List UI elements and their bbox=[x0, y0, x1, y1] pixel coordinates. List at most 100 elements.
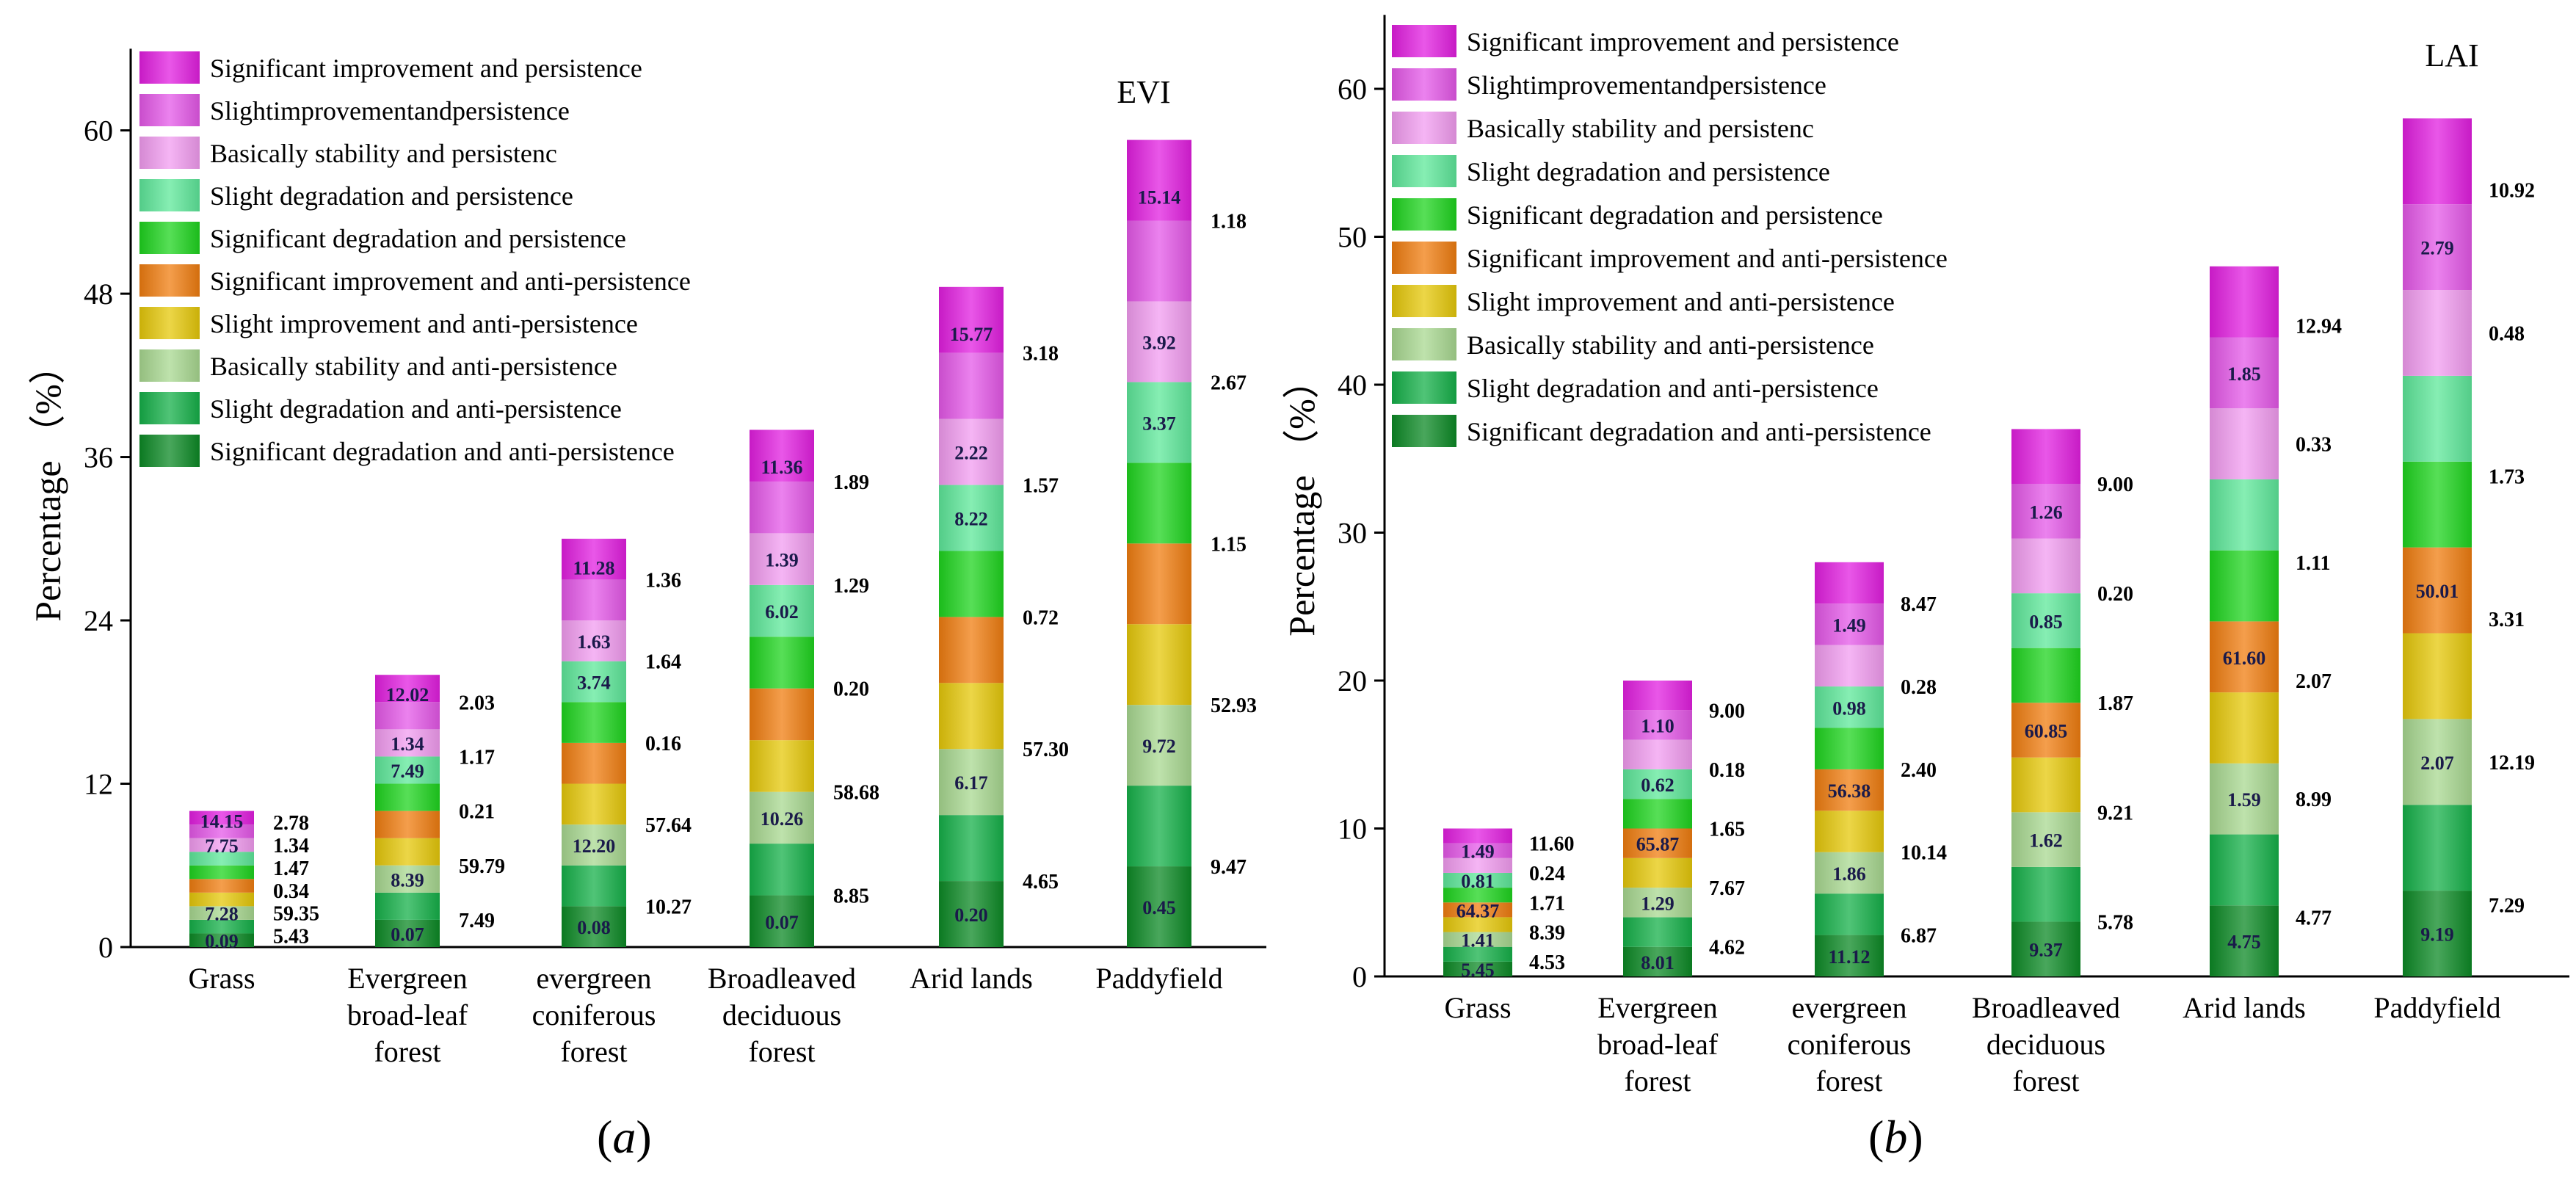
bar-segment bbox=[750, 688, 814, 741]
legend-swatch bbox=[1392, 198, 1456, 231]
bar-inside-label: 1.34 bbox=[391, 733, 424, 755]
bar-segment bbox=[2403, 290, 2472, 376]
bar-outside-label: 9.21 bbox=[2097, 802, 2133, 824]
bar-outside-label: 3.31 bbox=[2489, 609, 2525, 631]
legend-swatch bbox=[1392, 371, 1456, 404]
legend-label: Significant degradation and anti-persist… bbox=[1467, 417, 1931, 446]
bar-outside-label: 0.21 bbox=[459, 801, 495, 824]
bar-outside-label: 52.93 bbox=[1211, 695, 1257, 717]
bar-segment bbox=[939, 418, 1004, 485]
bar-segment bbox=[939, 286, 1004, 353]
bar-inside-label: 1.59 bbox=[2227, 789, 2261, 811]
legend-label: Slight degradation and persistence bbox=[210, 181, 573, 211]
bar-inside-label: 10.26 bbox=[761, 808, 804, 830]
bar-outside-label: 1.89 bbox=[833, 471, 869, 494]
bar-segment bbox=[562, 824, 626, 866]
bar-inside-label: 7.75 bbox=[205, 835, 239, 857]
bar-segment bbox=[1443, 917, 1512, 932]
x-category-label: Broadleaved bbox=[1972, 991, 2120, 1024]
bar-segment bbox=[939, 551, 1004, 617]
bar-segment bbox=[939, 881, 1004, 947]
bar-segment bbox=[2403, 461, 2472, 548]
legend-swatch bbox=[1392, 415, 1456, 447]
x-category-label: forest bbox=[560, 1035, 627, 1068]
y-tick-label: 60 bbox=[1338, 73, 1367, 106]
bar-outside-label: 4.53 bbox=[1529, 951, 1565, 974]
bar-inside-label: 1.63 bbox=[577, 631, 611, 653]
bar-outside-label: 7.49 bbox=[459, 910, 495, 932]
bar-outside-label: 4.65 bbox=[1023, 871, 1059, 893]
bar-outside-label: 9.00 bbox=[2097, 474, 2133, 496]
bar-segment bbox=[375, 783, 440, 811]
bar-segment bbox=[1815, 686, 1884, 728]
legend-label: Basically stability and persistenc bbox=[210, 139, 557, 168]
bar-inside-label: 1.85 bbox=[2227, 363, 2261, 385]
x-category-label: deciduous bbox=[722, 998, 841, 1031]
bar-segment bbox=[1815, 562, 1884, 604]
bar-outside-label: 4.77 bbox=[2296, 907, 2332, 929]
bar-segment bbox=[750, 791, 814, 844]
y-axis-label: Percentage （%） bbox=[27, 347, 68, 621]
bar-segment bbox=[1127, 543, 1191, 625]
legend-swatch bbox=[139, 222, 200, 254]
x-category-label: Grass bbox=[188, 962, 255, 995]
legend-swatch bbox=[139, 137, 200, 169]
bar-segment bbox=[1443, 843, 1512, 858]
legend-label: Slight degradation and persistence bbox=[1467, 157, 1830, 186]
bar-inside-label: 61.60 bbox=[2223, 648, 2266, 669]
bar-outside-label: 8.99 bbox=[2296, 788, 2332, 811]
legend-label: Basically stability and persistenc bbox=[1467, 114, 1814, 143]
bar-segment bbox=[939, 485, 1004, 551]
bar-inside-label: 0.09 bbox=[205, 931, 239, 952]
bar-outside-label: 1.29 bbox=[833, 575, 869, 598]
bar-outside-label: 7.67 bbox=[1709, 877, 1745, 900]
bar-outside-label: 57.30 bbox=[1023, 739, 1069, 761]
bar-segment bbox=[189, 919, 254, 934]
chart-panel-evi: 0 12 24 36 48 60 Percentage （%） EVI 0.09 7.28 7.75… bbox=[27, 48, 1266, 1068]
legend-swatch bbox=[139, 392, 200, 424]
x-category-label: coniferous bbox=[1788, 1028, 1912, 1061]
bar-segment bbox=[2011, 757, 2080, 813]
bar-inside-label: 5.45 bbox=[1461, 960, 1495, 981]
legend-label: Slight improvement and anti-persistence bbox=[1467, 287, 1895, 316]
bar-segment bbox=[2011, 703, 2080, 758]
chart-title: LAI bbox=[2425, 37, 2478, 73]
legend-swatch bbox=[139, 307, 200, 339]
bar-segment bbox=[1815, 852, 1884, 894]
bar-segment bbox=[562, 579, 626, 621]
bar-segment bbox=[1127, 705, 1191, 786]
bar-outside-label: 59.79 bbox=[459, 855, 505, 878]
bar-outside-label: 2.67 bbox=[1211, 371, 1247, 394]
chart-panel-lai: 0 10 20 30 40 50 60 Percentage （%） LAI 5.45 1.41 64… bbox=[1281, 15, 2569, 1098]
bar-outside-label: 9.00 bbox=[1709, 700, 1745, 722]
bar-segment bbox=[1127, 463, 1191, 544]
bar-segment bbox=[2011, 648, 2080, 703]
y-tick-label: 48 bbox=[84, 278, 113, 311]
bar-segment bbox=[750, 533, 814, 585]
legend-swatch bbox=[139, 349, 200, 382]
bar-inside-label: 9.72 bbox=[1142, 736, 1176, 757]
bar-segment bbox=[375, 729, 440, 757]
bar-segment bbox=[375, 838, 440, 866]
bar-inside-label: 12.20 bbox=[573, 835, 616, 857]
bar-outside-label: 4.62 bbox=[1709, 937, 1745, 960]
bar-segment bbox=[2210, 479, 2279, 551]
y-tick-label: 36 bbox=[84, 441, 113, 474]
bar-outside-label: 0.24 bbox=[1529, 863, 1565, 885]
bar-outside-label: 2.40 bbox=[1901, 759, 1937, 782]
bar-inside-label: 8.22 bbox=[954, 509, 988, 530]
bar-inside-label: 8.39 bbox=[391, 869, 424, 891]
bar-outside-label: 1.36 bbox=[645, 569, 681, 592]
bar-segment bbox=[1443, 902, 1512, 918]
bar-segment bbox=[562, 906, 626, 947]
x-category-label: forest bbox=[748, 1035, 815, 1068]
legend-swatch bbox=[139, 179, 200, 211]
panel-label-b: (b) bbox=[1868, 1111, 1923, 1163]
x-category-label: Broadleaved bbox=[708, 962, 856, 995]
bar-segment bbox=[939, 815, 1004, 882]
bar-outside-label: 1.73 bbox=[2489, 465, 2525, 488]
bar-segment bbox=[2403, 118, 2472, 205]
bar-segment bbox=[2011, 921, 2080, 976]
x-category-label: broad-leaf bbox=[1597, 1028, 1719, 1061]
bar-inside-label: 6.02 bbox=[765, 601, 799, 623]
